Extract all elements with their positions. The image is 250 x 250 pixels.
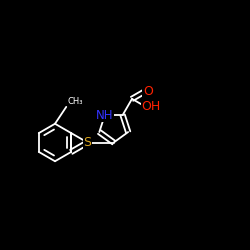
Text: S: S (84, 136, 92, 149)
Text: OH: OH (141, 100, 161, 113)
Text: O: O (143, 85, 153, 98)
Text: CH₃: CH₃ (68, 96, 83, 106)
Text: NH: NH (96, 108, 114, 122)
